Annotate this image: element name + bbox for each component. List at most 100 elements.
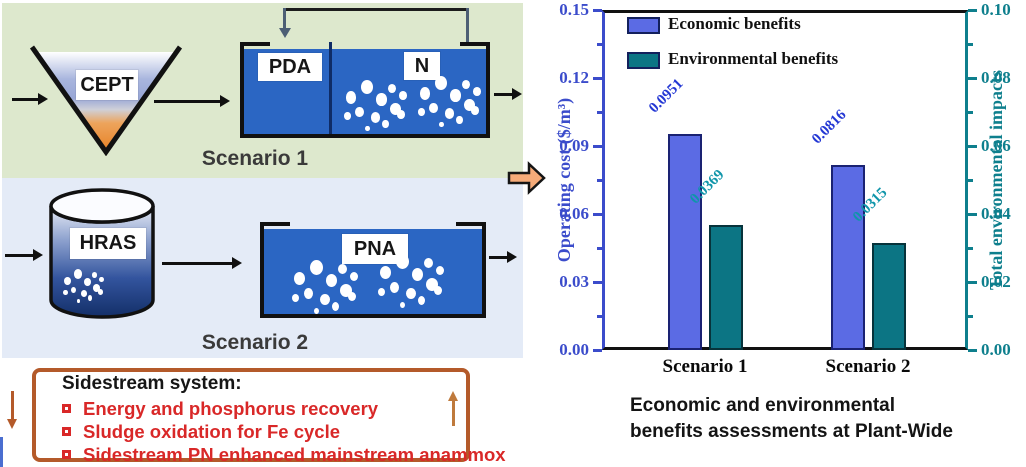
left-tick-label: 0.15 xyxy=(559,0,589,19)
right-major-tick xyxy=(968,8,977,12)
cept-to-pda-arrow xyxy=(154,95,230,107)
sidestream-items: Energy and phosphorus recovery Sludge ox… xyxy=(62,397,506,466)
tank-cap-left xyxy=(244,42,270,46)
caption-line: Economic and environmental xyxy=(630,395,895,416)
scenario1-label: Scenario 1 xyxy=(170,147,340,171)
bubble-icon xyxy=(63,290,68,296)
bubble-icon xyxy=(93,284,101,293)
bubble-icon xyxy=(370,112,380,123)
left-tick-label: 0.12 xyxy=(559,68,589,87)
legend-label: Economic benefits xyxy=(668,14,801,33)
scenario2-label: Scenario 2 xyxy=(170,331,340,355)
bubble-icon xyxy=(397,110,405,119)
bubble-icon xyxy=(438,121,444,128)
left-minor-tick xyxy=(597,42,602,46)
bubble-icon xyxy=(417,108,425,116)
bubble-icon xyxy=(361,79,374,95)
bubble-icon xyxy=(450,89,461,102)
right-tick-label: 0.10 xyxy=(981,0,1011,19)
right-major-tick xyxy=(968,212,977,216)
bubble-icon xyxy=(350,272,358,281)
pna-label: PNA xyxy=(342,234,408,264)
cept-funnel-shape xyxy=(29,45,183,156)
block-arrow-icon xyxy=(507,161,546,195)
bubble-icon xyxy=(310,260,323,275)
bubble-icon xyxy=(338,264,347,274)
right-major-tick xyxy=(968,348,977,352)
bubble-icon xyxy=(380,266,391,279)
bubble-icon xyxy=(332,302,339,311)
checkbox-bullet-icon xyxy=(62,427,71,436)
down-arrowhead-icon xyxy=(7,419,17,429)
left-major-tick xyxy=(593,144,602,148)
bubble-icon xyxy=(435,75,448,91)
bubble-icon xyxy=(376,93,387,106)
bar-economic-benefits xyxy=(831,165,865,350)
bubble-icon xyxy=(314,308,319,314)
return-up-arrow xyxy=(452,400,455,426)
recycle-pipe-horizontal xyxy=(284,8,469,11)
sidestream-title-text: Sidestream system: xyxy=(62,373,242,394)
right-tick-label: 0.02 xyxy=(981,272,1011,291)
left-minor-tick xyxy=(597,246,602,250)
bar-economic-benefits xyxy=(668,134,702,350)
hras-label-text: HRAS xyxy=(79,232,137,254)
category-label: Scenario 1 xyxy=(662,356,748,377)
right-major-tick xyxy=(968,76,977,80)
recycle-pipe-right xyxy=(466,8,469,43)
left-tick-label: 0.06 xyxy=(559,204,589,223)
right-minor-tick xyxy=(968,246,973,250)
bubble-icon xyxy=(91,271,98,278)
checkbox-bullet-icon xyxy=(62,404,71,413)
category-label: Scenario 2 xyxy=(825,356,911,377)
bubble-icon xyxy=(390,282,399,293)
left-tick-label: 0.00 xyxy=(559,340,589,359)
legend-label: Environmental benefits xyxy=(668,49,839,68)
edge-artifact xyxy=(0,437,3,467)
bubble-icon xyxy=(320,294,330,305)
bubble-icon xyxy=(444,108,454,119)
bubble-icon xyxy=(304,288,313,299)
up-arrowhead-icon xyxy=(448,391,458,401)
bubble-icon xyxy=(88,295,93,301)
bubble-icon xyxy=(378,288,385,296)
right-major-tick xyxy=(968,280,977,284)
right-tick-label: 0.06 xyxy=(981,136,1011,155)
left-minor-tick xyxy=(597,110,602,114)
bubble-icon xyxy=(389,102,401,116)
right-major-tick xyxy=(968,144,977,148)
scenario2-label-text: Scenario 2 xyxy=(201,331,309,354)
bubble-icon xyxy=(473,87,481,96)
left-axis-title-text: Operating cost ($/m³) xyxy=(554,97,574,263)
bubble-icon xyxy=(406,288,416,299)
bubble-icon xyxy=(343,112,351,120)
bubble-icon xyxy=(434,286,442,295)
bar-environmental-benefits xyxy=(872,242,906,350)
bubble-icon xyxy=(84,277,92,286)
bubble-icon xyxy=(64,276,72,285)
right-tick-label: 0.04 xyxy=(981,204,1011,223)
legend-swatch xyxy=(627,17,660,34)
bubble-icon xyxy=(424,258,433,268)
bubble-icon xyxy=(76,299,80,303)
checkbox-bullet-icon xyxy=(62,450,71,459)
bubble-icon xyxy=(396,254,409,269)
bubble-icon xyxy=(294,272,305,285)
bubble-icon xyxy=(400,302,405,308)
bubble-icon xyxy=(355,106,364,117)
outflow-arrow-scenario2 xyxy=(489,251,517,263)
sidestream-item: Energy and phosphorus recovery xyxy=(62,397,506,420)
plot-frame xyxy=(602,10,968,350)
pna-label-text: PNA xyxy=(353,237,397,260)
left-major-tick xyxy=(593,212,602,216)
bubble-icon xyxy=(364,125,370,132)
tank-cap-right xyxy=(456,222,482,226)
sidestream-item: Sludge oxidation for Fe cycle xyxy=(62,420,506,443)
n-label-text: N xyxy=(414,54,430,77)
recycle-arrowhead-icon xyxy=(279,28,291,38)
bubble-icon xyxy=(74,269,83,279)
chart-caption: Economic and environmental benefits asse… xyxy=(630,393,1010,445)
left-major-tick xyxy=(593,280,602,284)
sidestream-box xyxy=(32,368,470,462)
